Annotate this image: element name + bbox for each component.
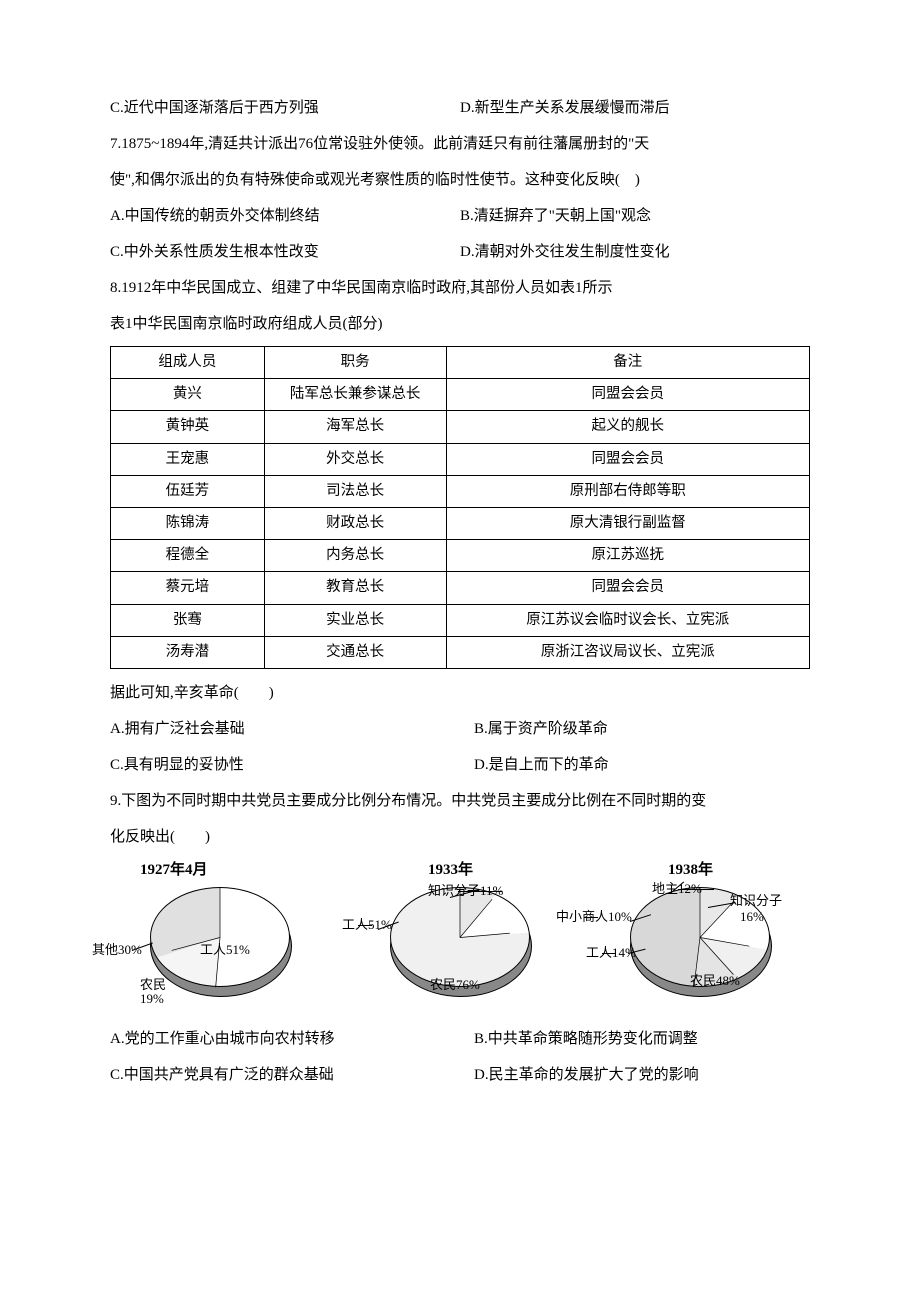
table-cell: 程德全 [111, 540, 265, 572]
pie-slice-divider [460, 899, 493, 938]
strike-line [458, 891, 502, 892]
table-header: 职务 [264, 347, 446, 379]
q7-options-cd: C.中外关系性质发生根本性改变 D.清朝对外交往发生制度性变化 [110, 234, 810, 270]
q6-option-c: C.近代中国逐渐落后于西方列强 [110, 90, 460, 126]
q8-after: 据此可知,辛亥革命( ) [110, 675, 810, 711]
table-cell: 原江苏巡抚 [446, 540, 810, 572]
pie-slice-label: 其他30% [92, 942, 142, 958]
q9-option-a: A.党的工作重心由城市向农村转移 [110, 1021, 474, 1057]
q7-option-d: D.清朝对外交往发生制度性变化 [460, 234, 810, 270]
table-cell: 财政总长 [264, 507, 446, 539]
q9-option-d: D.民主革命的发展扩大了党的影响 [474, 1057, 810, 1093]
table-cell: 汤寿潜 [111, 636, 265, 668]
q9-stem-line1: 9.下图为不同时期中共党员主要成分比例分布情况。中共党员主要成分比例在不同时期的… [110, 783, 810, 819]
table-cell: 内务总长 [264, 540, 446, 572]
q9-charts-row: 1927年4月工人51%农民19%其他30%1933年知识分子11%工人51%农… [110, 861, 810, 1011]
table-row: 张骞实业总长原江苏议会临时议会长、立宪派 [111, 604, 810, 636]
chart-title: 1938年 [668, 861, 713, 879]
table-row: 程德全内务总长原江苏巡抚 [111, 540, 810, 572]
table-cell: 蔡元培 [111, 572, 265, 604]
table-cell: 黄钟英 [111, 411, 265, 443]
q9-options-ab: A.党的工作重心由城市向农村转移 B.中共革命策略随形势变化而调整 [110, 1021, 810, 1057]
pie-chart: 1938年地主12%知识分子16%中小商人10%工人14%农民48% [590, 861, 810, 1011]
q8-table-caption: 表1中华民国南京临时政府组成人员(部分) [110, 306, 810, 342]
table-cell: 陆军总长兼参谋总长 [264, 379, 446, 411]
table-cell: 交通总长 [264, 636, 446, 668]
q7-option-a: A.中国传统的朝贡外交体制终结 [110, 198, 460, 234]
q9-stem-line2: 化反映出( ) [110, 819, 810, 855]
table-cell: 同盟会会员 [446, 572, 810, 604]
pie-slice-label: 工人51% [200, 942, 250, 958]
strike-line [678, 889, 714, 890]
table-row: 黄钟英海军总长起义的舰长 [111, 411, 810, 443]
strike-line [584, 917, 598, 918]
q7-stem-line2: 使",和偶尔派出的负有特殊使命或观光考察性质的临时性使节。这种变化反映( ) [110, 162, 810, 198]
q9-option-c: C.中国共产党具有广泛的群众基础 [110, 1057, 474, 1093]
q8-options-ab: A.拥有广泛社会基础 B.属于资产阶级革命 [110, 711, 810, 747]
pie-slice-divider [220, 887, 221, 937]
table-cell: 张骞 [111, 604, 265, 636]
pie-slice-divider [460, 933, 510, 938]
table-cell: 原江苏议会临时议会长、立宪派 [446, 604, 810, 636]
q9-options-cd: C.中国共产党具有广泛的群众基础 D.民主革命的发展扩大了党的影响 [110, 1057, 810, 1093]
q8-stem: 8.1912年中华民国成立、组建了中华民国南京临时政府,其部份人员如表1所示 [110, 270, 810, 306]
table-cell: 同盟会会员 [446, 443, 810, 475]
q7-stem-line1: 7.1875~1894年,清廷共计派出76位常设驻外使领。此前清廷只有前往藩属册… [110, 126, 810, 162]
pie-face [150, 887, 290, 987]
q8-option-d: D.是自上而下的革命 [474, 747, 810, 783]
table-cell: 同盟会会员 [446, 379, 810, 411]
table-cell: 实业总长 [264, 604, 446, 636]
pie-face [390, 887, 530, 987]
strike-line [602, 953, 616, 954]
table-cell: 司法总长 [264, 475, 446, 507]
pie-chart: 1933年知识分子11%工人51%农民76% [350, 861, 570, 1011]
table-cell: 原浙江咨议局议长、立宪派 [446, 636, 810, 668]
table-row: 陈锦涛财政总长原大清银行副监督 [111, 507, 810, 539]
table-cell: 黄兴 [111, 379, 265, 411]
table-header: 备注 [446, 347, 810, 379]
pie-slice-label: 农民76% [430, 977, 480, 993]
pie-slice-label: 农民48% [690, 973, 740, 989]
document-page: C.近代中国逐渐落后于西方列强 D.新型生产关系发展缓慢而滞后 7.1875~1… [0, 0, 920, 1133]
table-cell: 教育总长 [264, 572, 446, 604]
table-cell: 伍廷芳 [111, 475, 265, 507]
q8-option-b: B.属于资产阶级革命 [474, 711, 810, 747]
table-row: 伍廷芳司法总长原刑部右侍郎等职 [111, 475, 810, 507]
pie-slice-label: 知识分子 [730, 893, 782, 909]
table-row: 黄兴陆军总长兼参谋总长同盟会会员 [111, 379, 810, 411]
table-cell: 外交总长 [264, 443, 446, 475]
table-cell: 起义的舰长 [446, 411, 810, 443]
chart-title: 1927年4月 [140, 861, 208, 879]
q8-option-a: A.拥有广泛社会基础 [110, 711, 474, 747]
table-cell: 海军总长 [264, 411, 446, 443]
q7-options-ab: A.中国传统的朝贡外交体制终结 B.清廷摒弃了"天朝上国"观念 [110, 198, 810, 234]
pie-chart: 1927年4月工人51%农民19%其他30% [110, 861, 330, 1011]
table-header-row: 组成人员 职务 备注 [111, 347, 810, 379]
q9-option-b: B.中共革命策略随形势变化而调整 [474, 1021, 810, 1057]
q8-table: 组成人员 职务 备注 黄兴陆军总长兼参谋总长同盟会会员黄钟英海军总长起义的舰长王… [110, 346, 810, 669]
q8-options-cd: C.具有明显的妥协性 D.是自上而下的革命 [110, 747, 810, 783]
table-cell: 原大清银行副监督 [446, 507, 810, 539]
chart-title: 1933年 [428, 861, 473, 879]
table-row: 蔡元培教育总长同盟会会员 [111, 572, 810, 604]
table-cell: 原刑部右侍郎等职 [446, 475, 810, 507]
q7-option-b: B.清廷摒弃了"天朝上国"观念 [460, 198, 810, 234]
strike-line [358, 925, 372, 926]
pie-slice-label: 16% [740, 909, 764, 925]
q7-option-c: C.中外关系性质发生根本性改变 [110, 234, 460, 270]
table-cell: 王宠惠 [111, 443, 265, 475]
table-header: 组成人员 [111, 347, 265, 379]
q6-options-cd: C.近代中国逐渐落后于西方列强 D.新型生产关系发展缓慢而滞后 [110, 90, 810, 126]
q8-option-c: C.具有明显的妥协性 [110, 747, 474, 783]
table-cell: 陈锦涛 [111, 507, 265, 539]
table-row: 王宠惠外交总长同盟会会员 [111, 443, 810, 475]
table-row: 汤寿潜交通总长原浙江咨议局议长、立宪派 [111, 636, 810, 668]
pie-slice-label: 19% [140, 991, 164, 1007]
q6-option-d: D.新型生产关系发展缓慢而滞后 [460, 90, 810, 126]
